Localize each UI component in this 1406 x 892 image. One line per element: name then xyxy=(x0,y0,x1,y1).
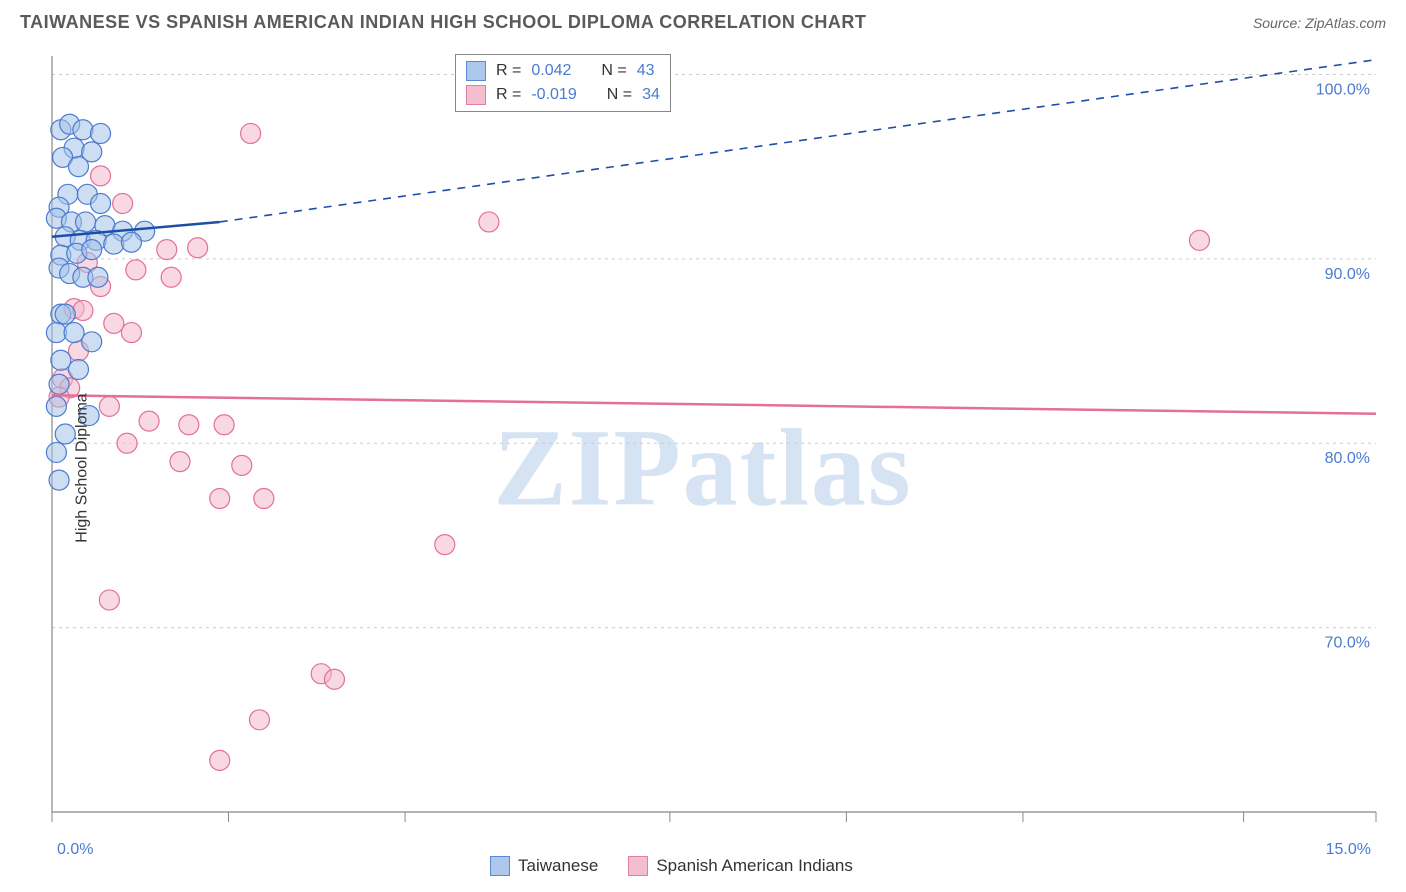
svg-text:70.0%: 70.0% xyxy=(1325,635,1370,652)
y-axis-label: High School Diploma xyxy=(74,393,92,542)
r-value-pink: -0.019 xyxy=(531,86,576,104)
swatch-pink xyxy=(466,85,486,105)
n-label: N = xyxy=(607,86,632,104)
chart-title: TAIWANESE VS SPANISH AMERICAN INDIAN HIG… xyxy=(20,12,866,33)
legend-label-pink: Spanish American Indians xyxy=(656,856,853,876)
stats-legend: R = 0.042 N = 43 R = -0.019 N = 34 xyxy=(455,54,671,112)
svg-text:15.0%: 15.0% xyxy=(1326,841,1371,858)
n-value-blue: 43 xyxy=(637,62,655,80)
chart-area: High School Diploma ZIPatlas 70.0%80.0%9… xyxy=(0,44,1406,892)
source-label: Source: ZipAtlas.com xyxy=(1253,15,1386,31)
svg-text:100.0%: 100.0% xyxy=(1316,81,1370,98)
legend-label-blue: Taiwanese xyxy=(518,856,598,876)
svg-text:90.0%: 90.0% xyxy=(1325,266,1370,283)
n-value-pink: 34 xyxy=(642,86,660,104)
scatter-plot: 70.0% 80.0% 90.0% 100.0% 0.0% 15.0% xyxy=(0,44,1406,892)
stats-row-pink: R = -0.019 N = 34 xyxy=(466,83,660,107)
swatch-blue xyxy=(466,61,486,81)
r-value-blue: 0.042 xyxy=(531,62,571,80)
n-label: N = xyxy=(601,62,626,80)
swatch-blue xyxy=(490,856,510,876)
legend-item-pink: Spanish American Indians xyxy=(628,856,853,876)
svg-text:0.0%: 0.0% xyxy=(57,841,93,858)
swatch-pink xyxy=(628,856,648,876)
legend-item-blue: Taiwanese xyxy=(490,856,598,876)
r-label: R = xyxy=(496,86,521,104)
r-label: R = xyxy=(496,62,521,80)
stats-row-blue: R = 0.042 N = 43 xyxy=(466,59,660,83)
series-legend: Taiwanese Spanish American Indians xyxy=(490,856,853,876)
svg-text:80.0%: 80.0% xyxy=(1325,450,1370,467)
